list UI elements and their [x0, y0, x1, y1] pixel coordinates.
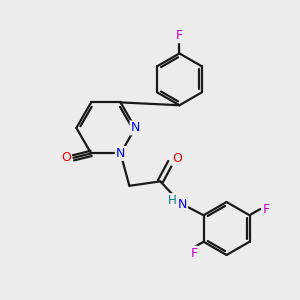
Text: O: O [61, 151, 71, 164]
Text: F: F [262, 202, 270, 216]
Text: F: F [191, 247, 198, 260]
Text: O: O [172, 152, 182, 165]
Text: F: F [176, 29, 183, 42]
Text: N: N [178, 198, 187, 211]
Text: H: H [168, 194, 177, 207]
Text: N: N [130, 122, 140, 134]
Text: N: N [116, 147, 125, 160]
